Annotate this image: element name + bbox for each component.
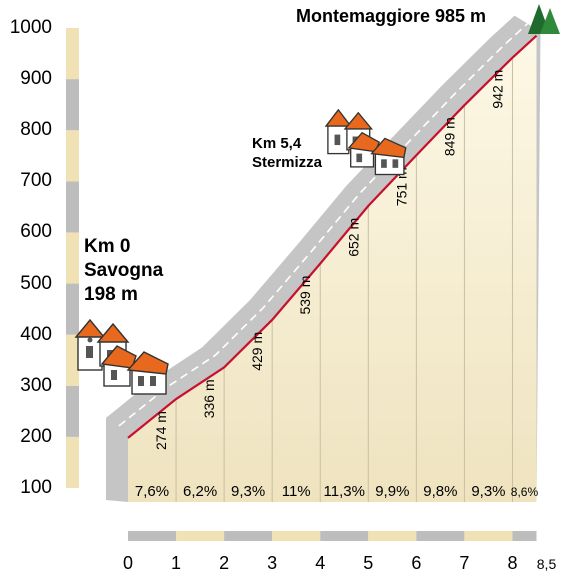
x-scale-segment bbox=[176, 531, 225, 541]
y-scale-segment bbox=[66, 334, 79, 386]
y-scale-segment bbox=[66, 232, 79, 284]
gradient-label: 9,9% bbox=[375, 483, 409, 500]
stermizza-km: Km 5,4 bbox=[252, 135, 302, 152]
y-tick-label: 300 bbox=[20, 374, 52, 396]
x-tick-label: 7 bbox=[459, 553, 470, 573]
y-tick-label: 100 bbox=[20, 477, 52, 498]
x-scale-bar bbox=[128, 531, 537, 541]
y-tick-label: 400 bbox=[20, 323, 52, 345]
y-scale-segment bbox=[66, 181, 79, 233]
x-scale-segment bbox=[464, 531, 513, 541]
gradient-label: 11% bbox=[282, 483, 311, 500]
x-scale-segment bbox=[416, 531, 465, 541]
y-tick-label: 1000 bbox=[9, 17, 52, 38]
x-tick-label: 0 bbox=[122, 553, 133, 573]
village-houses-icon bbox=[74, 318, 169, 395]
x-tick-label: 4 bbox=[315, 553, 326, 573]
stermizza-label: Km 5,4 Stermizza bbox=[252, 134, 322, 172]
x-scale-segment bbox=[320, 531, 369, 541]
y-scale-segment bbox=[66, 385, 79, 437]
y-tick-label: 800 bbox=[20, 119, 52, 141]
gradient-labels: 7,6% 6,2% 9,3% 11% 11,3% 9,9% 9,8% 9,3% 8,6% bbox=[135, 483, 539, 500]
y-scale-segment bbox=[66, 130, 79, 182]
y-scale-bar bbox=[66, 28, 79, 488]
elevation-label: 942 m bbox=[489, 70, 505, 109]
x-scale-segment bbox=[368, 531, 417, 541]
band-dash-line bbox=[118, 23, 529, 427]
elevation-label: 539 m bbox=[297, 276, 313, 315]
x-tick-label: 8 bbox=[507, 553, 518, 573]
start-km: Km 0 bbox=[84, 236, 131, 257]
x-scale-segment bbox=[272, 531, 321, 541]
gradient-label: 7,6% bbox=[135, 483, 169, 500]
x-tick-label: 2 bbox=[219, 553, 230, 573]
y-tick-label: 900 bbox=[20, 68, 52, 90]
y-tick-label: 500 bbox=[20, 272, 52, 294]
km-separators bbox=[175, 57, 513, 502]
elevation-label: 849 m bbox=[441, 117, 457, 156]
start-name: Savogna bbox=[84, 260, 164, 281]
elevation-label: 336 m bbox=[201, 379, 217, 418]
y-tick-label: 600 bbox=[20, 221, 52, 243]
village-houses-icon bbox=[324, 108, 407, 176]
gradient-label: 11,3% bbox=[324, 483, 365, 500]
x-tick-label: 8,5 bbox=[536, 556, 557, 572]
gradient-label: 6,2% bbox=[183, 483, 217, 500]
elevation-label: 652 m bbox=[345, 218, 361, 257]
y-scale-segment bbox=[66, 436, 79, 488]
gradient-label: 9,3% bbox=[231, 483, 265, 500]
y-scale-segment bbox=[66, 79, 79, 131]
x-scale-segment bbox=[224, 531, 273, 541]
x-tick-label: 6 bbox=[411, 553, 422, 573]
x-tick-label: 5 bbox=[363, 553, 374, 573]
start-elevation: 198 m bbox=[84, 284, 138, 305]
gradient-label: 9,3% bbox=[471, 483, 505, 500]
y-scale-segment bbox=[66, 283, 79, 335]
y-tick-label: 200 bbox=[20, 425, 52, 447]
elevation-label: 274 m bbox=[153, 411, 169, 450]
profile-line bbox=[127, 34, 538, 439]
pine-trees-icon bbox=[528, 4, 560, 34]
x-tick-label: 3 bbox=[267, 553, 278, 573]
elevation-label: 429 m bbox=[249, 332, 265, 371]
y-scale-segment bbox=[66, 28, 79, 80]
x-scale-segment bbox=[128, 531, 177, 541]
summit-label: Montemaggiore 985 m bbox=[296, 6, 487, 26]
elevation-label: 751 m bbox=[393, 167, 409, 206]
gradient-label: 8,6% bbox=[511, 485, 539, 499]
start-label: Km 0 Savogna 198 m bbox=[84, 235, 163, 307]
x-tick-label: 1 bbox=[171, 553, 182, 573]
y-tick-label: 700 bbox=[20, 170, 52, 192]
stermizza-name: Stermizza bbox=[252, 154, 323, 171]
x-scale-segment bbox=[512, 531, 537, 541]
gradient-label: 9,8% bbox=[423, 483, 457, 500]
elevation-labels: 274 m 336 m 429 m 539 m 652 m 751 m 849 m 942 m bbox=[153, 70, 505, 450]
profile-area bbox=[128, 35, 537, 503]
